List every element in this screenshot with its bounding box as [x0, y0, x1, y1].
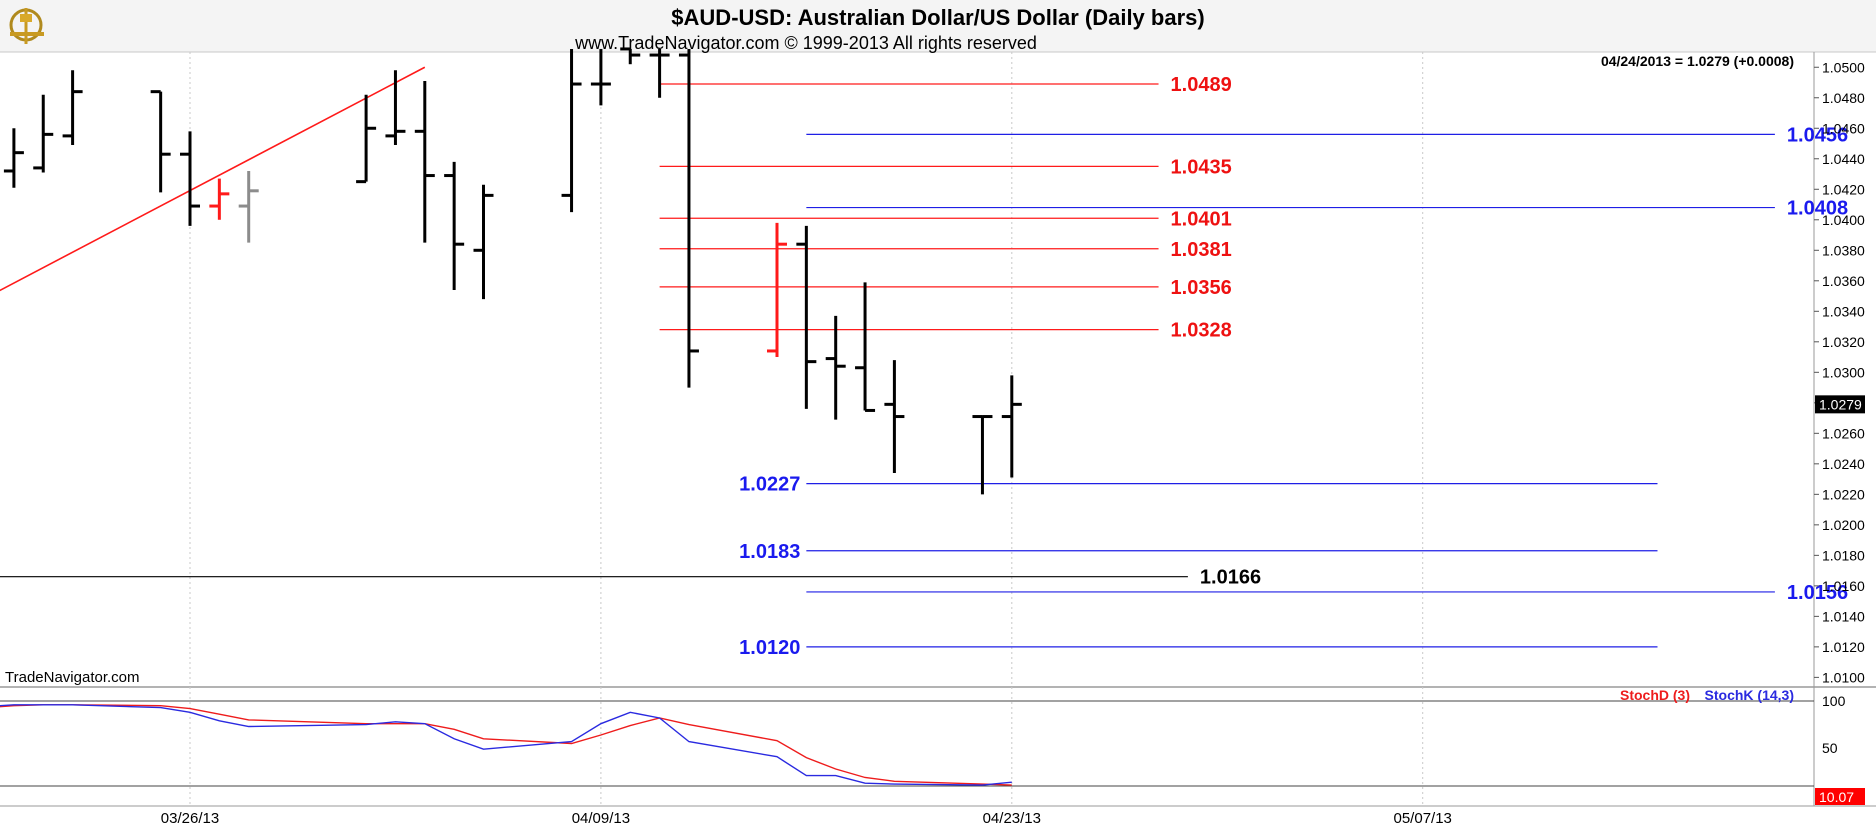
x-tick-label: 05/07/13: [1394, 810, 1452, 827]
ohlc-bar: [33, 94, 54, 173]
y-tick-label: 1.0140: [1822, 608, 1865, 624]
level-label: 1.0381: [1171, 239, 1232, 261]
y-tick-label: 1.0320: [1822, 334, 1865, 350]
y-tick-label: 1.0360: [1822, 273, 1865, 289]
level-lines: 1.0489 1.0435 1.0401 1.0381 1.0356 1.0328 1.04…: [0, 74, 1848, 659]
stoch-last-value-box: [1815, 788, 1865, 805]
ohlc-bar: [620, 47, 641, 65]
legend-stochk: StochK (14,3): [1705, 687, 1794, 703]
y-tick-label: 1.0300: [1822, 364, 1865, 380]
level-label: 1.0183: [739, 541, 800, 563]
y-tick-label: 1.0480: [1822, 90, 1865, 106]
y-tick-label: 1.0460: [1822, 120, 1865, 136]
stochk-line: [0, 704, 1012, 786]
level-label: 1.0489: [1171, 74, 1232, 96]
header-band: [0, 0, 1876, 52]
ohlc-bar: [561, 48, 582, 213]
x-tick-label: 04/23/13: [983, 810, 1041, 827]
level-label: 1.0227: [739, 474, 800, 496]
y-tick-label: 1.0220: [1822, 486, 1865, 502]
trendline: [0, 66, 426, 292]
x-tick-label: 03/26/13: [161, 810, 219, 827]
level-label: 1.0328: [1171, 320, 1232, 342]
y-tick-label: 1.0420: [1822, 181, 1865, 197]
stoch-last-value-label: 10.07: [1819, 789, 1854, 805]
level-label: 1.0408: [1787, 198, 1848, 220]
ohlc-bar: [678, 48, 699, 388]
y-axis-ticks: 1.0500 1.0480 1.0460 1.0440 1.0420 1.0400 1.03…: [1814, 59, 1865, 685]
y-tick-label: 1.0180: [1822, 547, 1865, 563]
level-label: 1.0435: [1171, 156, 1232, 178]
ohlc-bar: [649, 48, 670, 98]
ohlc-bar: [590, 48, 611, 106]
ohlc-bar: [855, 282, 876, 412]
y-tick-label: 1.0100: [1822, 669, 1865, 685]
ohlc-bar: [238, 170, 259, 243]
y-tick-label: 1.0380: [1822, 242, 1865, 258]
trendlines: [0, 66, 426, 292]
ohlc-bar: [825, 315, 846, 420]
y-tick-label: 1.0120: [1822, 639, 1865, 655]
y-tick-label: 1.0200: [1822, 517, 1865, 533]
level-label: 1.0120: [739, 637, 800, 659]
stoch-y-tick-label: 100: [1822, 693, 1846, 709]
level-label: 1.0401: [1171, 208, 1232, 230]
level-label: 1.0456: [1787, 124, 1848, 146]
ohlc-bar: [62, 70, 83, 146]
ohlc-bar: [3, 128, 24, 188]
y-tick-label: 1.0340: [1822, 303, 1865, 319]
last-price-box: [1815, 395, 1865, 414]
ohlc-bar: [150, 90, 171, 193]
y-tick-label: 1.0500: [1822, 59, 1865, 75]
stochastic-pane: 100 50 StochD (3) StochK (14,3) 10.07: [0, 687, 1865, 805]
ohlc-bar: [1001, 375, 1022, 478]
legend-stochd: StochD (3): [1620, 687, 1690, 703]
ohlc-bar: [385, 70, 406, 146]
ohlc-bar: [884, 360, 905, 473]
quote-readout: 04/24/2013 = 1.0279 (+0.0008): [1601, 53, 1794, 69]
chart-title: $AUD-USD: Australian Dollar/US Dollar (D…: [671, 5, 1204, 30]
y-tick-label: 1.0240: [1822, 456, 1865, 472]
sextant-logo-icon: [9, 8, 44, 44]
stoch-y-tick-label: 50: [1822, 740, 1838, 756]
ohlc-bar: [209, 178, 230, 220]
watermark: TradeNavigator.com: [5, 669, 140, 686]
y-tick-label: 1.0160: [1822, 578, 1865, 594]
x-axis-ticks: 03/26/13 04/09/13 04/23/13 05/07/13: [161, 810, 1452, 827]
ohlc-bar: [473, 184, 494, 300]
chart-subtitle: www.TradeNavigator.com © 1999-2013 All r…: [574, 33, 1037, 53]
y-tick-label: 1.0400: [1822, 212, 1865, 228]
ohlc-bar: [972, 415, 993, 495]
price-bars: [3, 47, 1022, 495]
y-tick-label: 1.0440: [1822, 151, 1865, 167]
stochd-line: [0, 704, 1012, 786]
ohlc-bar: [444, 161, 465, 290]
level-label: 1.0156: [1787, 582, 1848, 604]
ohlc-bar: [796, 225, 817, 409]
level-label: 1.0356: [1171, 277, 1232, 299]
last-price-label: 1.0279: [1819, 396, 1862, 412]
ohlc-bar: [767, 222, 787, 358]
level-label: 1.0166: [1200, 567, 1261, 589]
x-tick-label: 04/09/13: [572, 810, 630, 827]
y-tick-label: 1.0260: [1822, 425, 1865, 441]
ohlc-bar: [356, 94, 377, 184]
ohlc-bar: [414, 80, 435, 243]
ohlc-bar: [180, 131, 200, 226]
